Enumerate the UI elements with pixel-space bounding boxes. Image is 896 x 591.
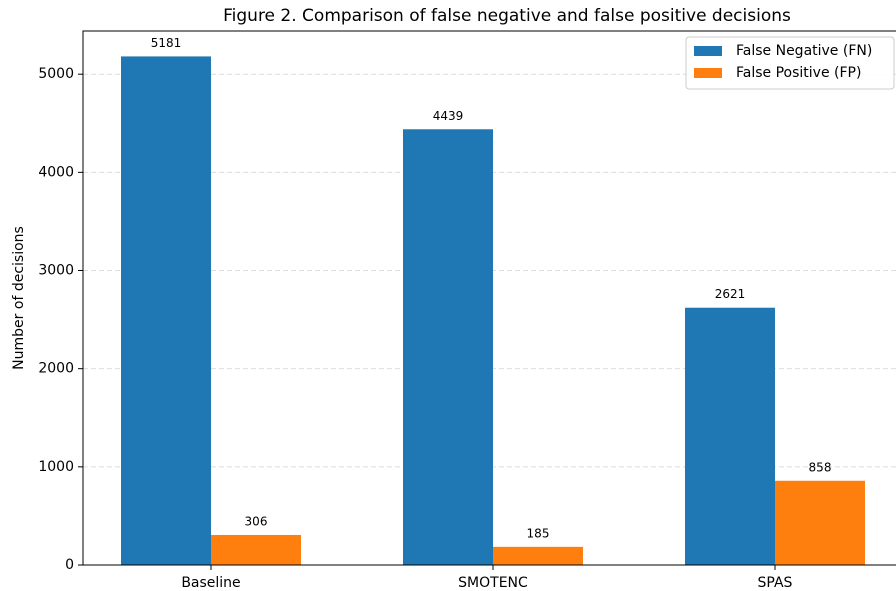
legend-label: False Positive (FP) <box>736 65 861 81</box>
legend-box <box>685 36 895 90</box>
value-label: 185 <box>527 526 550 540</box>
bar <box>685 307 775 565</box>
value-label: 2621 <box>715 287 746 301</box>
y-tick-label: 5000 <box>38 66 74 82</box>
bar <box>121 56 211 566</box>
y-tick-label: 4000 <box>38 164 74 180</box>
value-label: 4439 <box>433 109 464 123</box>
y-tick-label: 0 <box>65 557 74 573</box>
y-tick-label: 2000 <box>38 361 74 377</box>
x-tick-label: SPAS <box>758 575 793 591</box>
legend-label: False Negative (FN) <box>736 43 872 59</box>
value-label: 306 <box>245 514 268 528</box>
y-tick-label: 1000 <box>38 459 74 475</box>
legend-swatch <box>694 46 722 56</box>
legend: False Negative (FN) False Positive (FP) <box>685 36 895 90</box>
bar <box>493 546 583 565</box>
y-axis-label: Number of decisions <box>11 226 27 370</box>
bar <box>211 534 301 565</box>
x-tick-label: Baseline <box>181 575 240 591</box>
legend-swatch <box>694 68 722 78</box>
bar <box>403 129 493 565</box>
value-label: 858 <box>809 460 832 474</box>
y-tick-label: 3000 <box>38 263 74 279</box>
plot-frame <box>82 30 896 566</box>
value-label: 5181 <box>151 36 182 50</box>
x-tick-label: SMOTENC <box>458 575 528 591</box>
bar <box>775 480 865 565</box>
chart-title: Figure 2. Comparison of false negative a… <box>223 6 791 26</box>
